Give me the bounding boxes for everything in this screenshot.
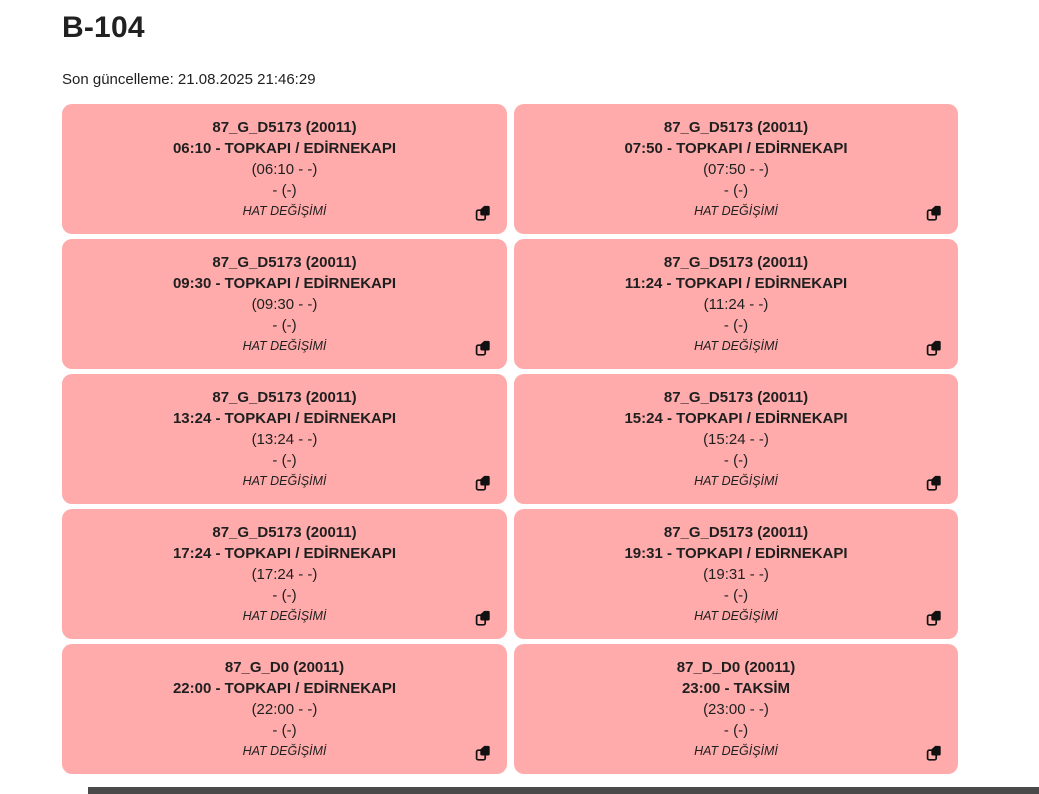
- departure-card[interactable]: 87_D_D0 (20011) 23:00 - TAKSİM (23:00 - …: [514, 644, 958, 774]
- actual-time-detail: - (-): [723, 182, 749, 199]
- actual-time-detail: - (-): [272, 452, 297, 469]
- copy-icon: [475, 610, 491, 629]
- copy-button[interactable]: [925, 610, 942, 629]
- planned-time-detail: (11:24 - -): [703, 296, 769, 313]
- trip-code: 87_G_D5173 (20011): [212, 119, 357, 136]
- trip-code: 87_G_D5173 (20011): [663, 524, 809, 541]
- departure-time-route: 11:24 - TOPKAPI / EDİRNEKAPI: [624, 275, 848, 292]
- trip-code: 87_G_D0 (20011): [224, 659, 345, 676]
- copy-button[interactable]: [474, 340, 491, 359]
- departure-time-route: 06:10 - TOPKAPI / EDİRNEKAPI: [172, 140, 397, 157]
- line-change-label: HAT DEĞİŞİMİ: [694, 474, 778, 488]
- copy-button[interactable]: [925, 745, 942, 764]
- copy-button[interactable]: [474, 475, 491, 494]
- planned-time-detail: (23:00 - -): [703, 701, 769, 718]
- departure-time-route: 15:24 - TOPKAPI / EDİRNEKAPI: [624, 410, 848, 427]
- actual-time-detail: - (-): [272, 587, 297, 604]
- line-change-label: HAT DEĞİŞİMİ: [242, 609, 327, 623]
- line-change-label: HAT DEĞİŞİMİ: [694, 204, 778, 218]
- line-change-label: HAT DEĞİŞİMİ: [242, 339, 327, 353]
- actual-time-detail: - (-): [272, 722, 297, 739]
- departure-card[interactable]: 87_G_D5173 (20011) 17:24 - TOPKAPI / EDİ…: [62, 509, 507, 639]
- departure-time-route: 23:00 - TAKSİM: [681, 680, 791, 697]
- planned-time-detail: (19:31 - -): [703, 566, 769, 583]
- copy-icon: [926, 610, 942, 629]
- departure-time-route: 22:00 - TOPKAPI / EDİRNEKAPI: [172, 680, 397, 697]
- line-change-label: HAT DEĞİŞİMİ: [694, 744, 778, 758]
- copy-icon: [475, 475, 491, 494]
- copy-button[interactable]: [925, 475, 942, 494]
- planned-time-detail: (06:10 - -): [251, 161, 318, 178]
- trip-code: 87_G_D5173 (20011): [212, 524, 357, 541]
- departure-card[interactable]: 87_G_D5173 (20011) 13:24 - TOPKAPI / EDİ…: [62, 374, 507, 504]
- copy-button[interactable]: [474, 745, 491, 764]
- copy-button[interactable]: [474, 610, 491, 629]
- planned-time-detail: (22:00 - -): [251, 701, 318, 718]
- departure-time-route: 17:24 - TOPKAPI / EDİRNEKAPI: [172, 545, 397, 562]
- planned-time-detail: (15:24 - -): [703, 431, 769, 448]
- actual-time-detail: - (-): [723, 587, 749, 604]
- trip-code: 87_G_D5173 (20011): [212, 254, 357, 271]
- departure-card[interactable]: 87_G_D0 (20011) 22:00 - TOPKAPI / EDİRNE…: [62, 644, 507, 774]
- copy-icon: [475, 745, 491, 764]
- last-update-text: Son güncelleme: 21.08.2025 21:46:29: [62, 71, 316, 88]
- copy-icon: [926, 745, 942, 764]
- trip-code: 87_G_D5173 (20011): [212, 389, 357, 406]
- departure-time-route: 19:31 - TOPKAPI / EDİRNEKAPI: [624, 545, 848, 562]
- actual-time-detail: - (-): [723, 317, 749, 334]
- line-change-label: HAT DEĞİŞİMİ: [242, 744, 327, 758]
- copy-icon: [475, 205, 491, 224]
- planned-time-detail: (13:24 - -): [251, 431, 318, 448]
- departure-time-route: 07:50 - TOPKAPI / EDİRNEKAPI: [624, 140, 848, 157]
- copy-icon: [926, 340, 942, 359]
- departure-card[interactable]: 87_G_D5173 (20011) 09:30 - TOPKAPI / EDİ…: [62, 239, 507, 369]
- actual-time-detail: - (-): [272, 182, 297, 199]
- copy-button[interactable]: [925, 340, 942, 359]
- copy-icon: [926, 205, 942, 224]
- planned-time-detail: (17:24 - -): [251, 566, 318, 583]
- actual-time-detail: - (-): [723, 722, 749, 739]
- departure-card[interactable]: 87_G_D5173 (20011) 06:10 - TOPKAPI / EDİ…: [62, 104, 507, 234]
- departure-time-route: 13:24 - TOPKAPI / EDİRNEKAPI: [172, 410, 397, 427]
- trip-code: 87_G_D5173 (20011): [663, 254, 809, 271]
- planned-time-detail: (09:30 - -): [251, 296, 318, 313]
- copy-icon: [475, 340, 491, 359]
- planned-time-detail: (07:50 - -): [703, 161, 769, 178]
- horizontal-scrollbar[interactable]: [88, 787, 1039, 794]
- page-title: B-104: [62, 11, 145, 44]
- trip-code: 87_G_D5173 (20011): [663, 389, 809, 406]
- departure-card[interactable]: 87_G_D5173 (20011) 15:24 - TOPKAPI / EDİ…: [514, 374, 958, 504]
- copy-icon: [926, 475, 942, 494]
- departure-card[interactable]: 87_G_D5173 (20011) 11:24 - TOPKAPI / EDİ…: [514, 239, 958, 369]
- trip-code: 87_G_D5173 (20011): [663, 119, 809, 136]
- actual-time-detail: - (-): [272, 317, 297, 334]
- departure-card[interactable]: 87_G_D5173 (20011) 19:31 - TOPKAPI / EDİ…: [514, 509, 958, 639]
- line-change-label: HAT DEĞİŞİMİ: [694, 339, 778, 353]
- departure-card[interactable]: 87_G_D5173 (20011) 07:50 - TOPKAPI / EDİ…: [514, 104, 958, 234]
- departure-cards-grid: 87_G_D5173 (20011) 06:10 - TOPKAPI / EDİ…: [62, 104, 1039, 774]
- actual-time-detail: - (-): [723, 452, 749, 469]
- copy-button[interactable]: [925, 205, 942, 224]
- copy-button[interactable]: [474, 205, 491, 224]
- departure-time-route: 09:30 - TOPKAPI / EDİRNEKAPI: [172, 275, 397, 292]
- trip-code: 87_D_D0 (20011): [676, 659, 796, 676]
- line-change-label: HAT DEĞİŞİMİ: [242, 474, 327, 488]
- line-change-label: HAT DEĞİŞİMİ: [694, 609, 778, 623]
- line-change-label: HAT DEĞİŞİMİ: [242, 204, 327, 218]
